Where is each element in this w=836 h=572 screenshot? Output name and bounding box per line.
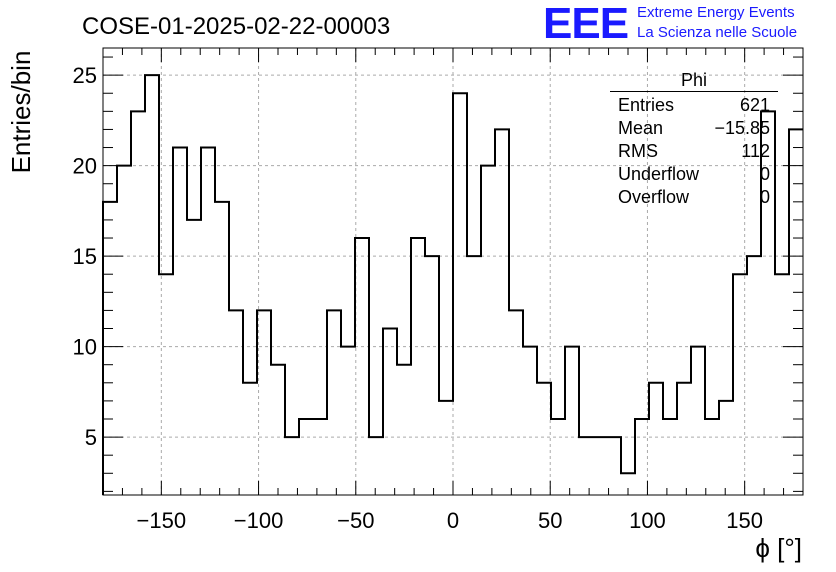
histogram-bin <box>747 256 761 495</box>
histogram-bin <box>327 310 341 495</box>
histogram-bin <box>117 166 131 495</box>
y-tick-label: 10 <box>73 335 97 360</box>
histogram-bin <box>537 383 551 495</box>
stats-row-entries: Entries 621 <box>610 94 778 117</box>
x-tick-label: 150 <box>726 508 763 533</box>
histogram-outline <box>102 74 803 495</box>
axis-ticks: −150 −100 −50 0 50 100 150 5 10 15 20 25 <box>73 48 804 533</box>
histogram-bin <box>201 148 215 495</box>
histogram-bin <box>341 347 355 495</box>
stats-label: Entries <box>618 95 675 115</box>
histogram-bin <box>467 256 481 495</box>
histogram-bin <box>719 401 733 495</box>
histogram-bin <box>355 238 369 495</box>
histogram-bin <box>649 383 663 495</box>
y-axis-label: Entries/bin <box>6 51 36 174</box>
y-tick-label: 25 <box>73 63 97 88</box>
histogram-bin <box>313 419 327 495</box>
histogram-bin <box>607 437 621 495</box>
histogram-bin <box>103 202 117 495</box>
histogram-bin <box>257 310 271 495</box>
histogram-bin <box>789 129 803 495</box>
x-tick-label: −150 <box>137 508 187 533</box>
histogram-bin <box>397 365 411 495</box>
logo-line-2: La Scienza nelle Scuole <box>637 24 798 41</box>
histogram-bin <box>425 256 439 495</box>
histogram-bin <box>705 419 719 495</box>
stats-label: Underflow <box>618 164 700 184</box>
stats-value: 0 <box>759 164 770 184</box>
histogram-bin <box>173 148 187 495</box>
histogram-bin <box>551 419 565 495</box>
stats-row-rms: RMS 112 <box>610 140 778 163</box>
histogram-bin <box>523 347 537 495</box>
histogram-bin <box>691 347 705 495</box>
histogram-bin <box>187 220 201 495</box>
histogram-bin <box>369 437 383 495</box>
histogram-bin <box>299 419 313 495</box>
stats-label: Overflow <box>618 187 690 207</box>
histogram-bin <box>775 274 789 495</box>
stats-value: 112 <box>741 141 770 161</box>
stats-value: 0 <box>759 187 770 207</box>
stats-label: RMS <box>618 141 658 161</box>
stats-row-underflow: Underflow 0 <box>610 163 778 186</box>
histogram-bin <box>509 310 523 495</box>
x-tick-label: 100 <box>629 508 666 533</box>
histogram-bin <box>243 383 257 495</box>
histogram-bin <box>411 238 425 495</box>
stats-box: Phi Entries 621 Mean −15.85 RMS 112 Unde… <box>610 70 778 209</box>
histogram-bin <box>663 419 677 495</box>
logo-line-1: Extreme Energy Events <box>637 4 795 21</box>
histogram-bin <box>285 437 299 495</box>
histogram-bin <box>481 166 495 495</box>
histogram-bin <box>635 419 649 495</box>
stats-label: Mean <box>618 118 664 138</box>
y-tick-label: 15 <box>73 244 97 269</box>
stats-row-overflow: Overflow 0 <box>610 186 778 209</box>
histogram-bin <box>565 347 579 495</box>
stats-value: −15.85 <box>714 118 770 138</box>
histogram-bin <box>453 93 467 495</box>
x-axis-label: ϕ [°] <box>755 533 802 563</box>
stats-value: 621 <box>739 95 770 115</box>
histogram-bin <box>383 329 397 495</box>
x-tick-label: −50 <box>337 508 374 533</box>
x-tick-label: 50 <box>538 508 562 533</box>
y-tick-label: 5 <box>85 425 97 450</box>
histogram-bin <box>495 129 509 495</box>
eee-logo: EEE <box>543 0 629 48</box>
histogram-bin <box>215 202 229 495</box>
y-tick-label: 20 <box>73 154 97 179</box>
histogram-bin <box>145 75 159 495</box>
histogram-bin <box>677 383 691 495</box>
histogram-bars <box>102 74 803 495</box>
stats-row-mean: Mean −15.85 <box>610 117 778 140</box>
histogram-bin <box>593 437 607 495</box>
histogram-bin <box>439 401 453 495</box>
histogram-bin <box>579 437 593 495</box>
stats-title: Phi <box>610 70 778 92</box>
chart-title: COSE-01-2025-02-22-00003 <box>82 13 390 40</box>
x-tick-label: −100 <box>234 508 284 533</box>
histogram-bin <box>271 365 285 495</box>
histogram-bin <box>229 310 243 495</box>
x-tick-label: 0 <box>447 508 459 533</box>
